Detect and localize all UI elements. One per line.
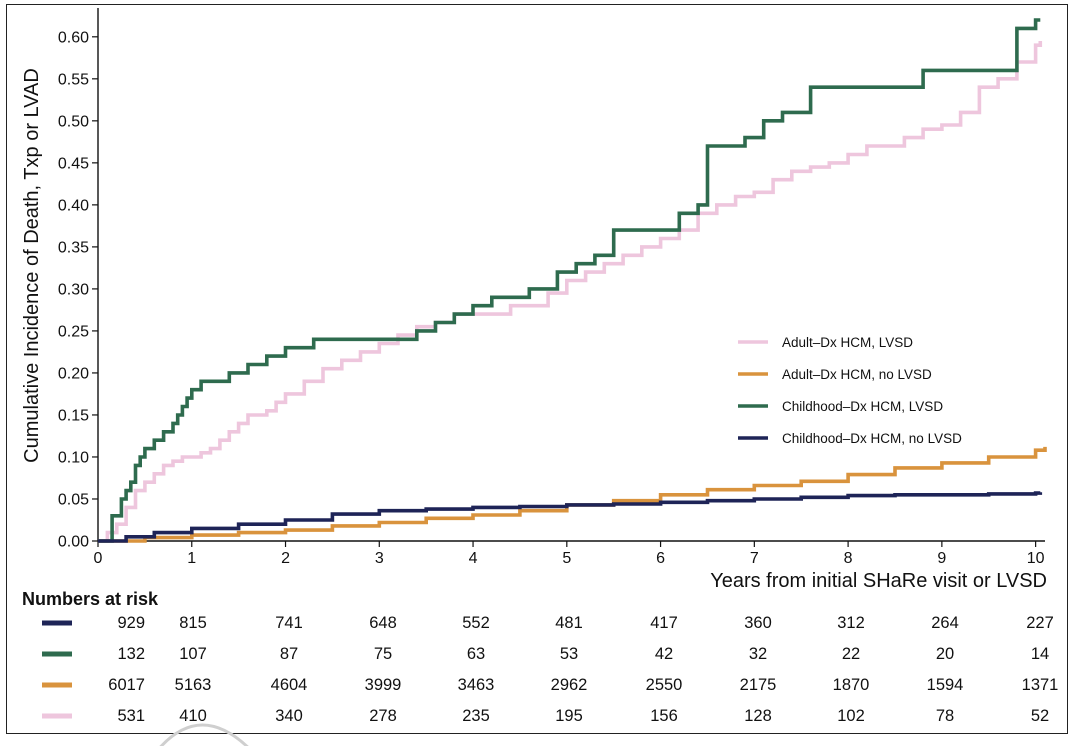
axes: 0.00 0.05 0.10 0.15 0.20 0.25 0.30 0.35 0.40 0.45… bbox=[21, 8, 1047, 592]
watermark-stroke bbox=[159, 723, 249, 746]
risk-cell: 5163 bbox=[175, 676, 212, 694]
risk-cell: 2550 bbox=[646, 676, 683, 694]
risk-cell: 227 bbox=[1026, 614, 1054, 632]
risk-cell: 102 bbox=[837, 707, 865, 725]
legend-label-3: Childhood–Dx HCM, no LVSD bbox=[782, 431, 962, 446]
risk-cell: 52 bbox=[1031, 707, 1049, 725]
risk-cell: 417 bbox=[650, 614, 678, 632]
x-tick-label: 6 bbox=[656, 550, 665, 567]
risk-cell: 481 bbox=[555, 614, 583, 632]
risk-cell: 815 bbox=[179, 614, 207, 632]
risk-cell: 2962 bbox=[551, 676, 588, 694]
risk-cell: 929 bbox=[117, 614, 145, 632]
y-tick-label: 0.25 bbox=[58, 323, 89, 340]
y-tick-label: 0.50 bbox=[58, 113, 89, 130]
risk-cell: 312 bbox=[837, 614, 865, 632]
risk-cell: 648 bbox=[369, 614, 397, 632]
risk-cell: 2175 bbox=[740, 676, 777, 694]
risk-cell: 78 bbox=[936, 707, 954, 725]
x-tick-label: 2 bbox=[281, 550, 290, 567]
risk-cell: 264 bbox=[931, 614, 959, 632]
legend-label-1: Adult–Dx HCM, no LVSD bbox=[782, 367, 932, 382]
series-line-3 bbox=[98, 491, 1043, 543]
legend: Adult–Dx HCM, LVSD Adult–Dx HCM, no LVSD C… bbox=[738, 335, 962, 446]
y-tick-label: 0.05 bbox=[58, 491, 89, 508]
x-tick-label: 0 bbox=[94, 550, 103, 567]
risk-cell: 3463 bbox=[458, 676, 495, 694]
series-lines bbox=[98, 18, 1047, 543]
y-tick-label: 0.35 bbox=[58, 239, 89, 256]
risk-cell: 32 bbox=[749, 645, 767, 663]
x-tick-label: 1 bbox=[187, 550, 196, 567]
risk-cell: 22 bbox=[842, 645, 860, 663]
risk-cell: 531 bbox=[117, 707, 145, 725]
y-tick-label: 0.15 bbox=[58, 407, 89, 424]
risk-cell: 410 bbox=[179, 707, 207, 725]
y-tick-label: 0.45 bbox=[58, 155, 89, 172]
watermark bbox=[159, 723, 249, 746]
x-tick-label: 10 bbox=[1027, 550, 1045, 567]
risk-cell: 42 bbox=[655, 645, 673, 663]
risk-cell: 3999 bbox=[365, 676, 402, 694]
series-line-2 bbox=[98, 18, 1041, 543]
risk-cell: 4604 bbox=[271, 676, 308, 694]
figure-frame bbox=[6, 4, 1068, 734]
risk-cell: 360 bbox=[744, 614, 772, 632]
risk-cell: 6017 bbox=[108, 676, 145, 694]
risk-cell: 20 bbox=[936, 645, 954, 663]
y-tick-label: 0.55 bbox=[58, 71, 89, 88]
y-tick-label: 0.10 bbox=[58, 449, 89, 466]
x-tick-label: 4 bbox=[469, 550, 478, 567]
legend-label-2: Childhood–Dx HCM, LVSD bbox=[782, 399, 943, 414]
y-tick-label: 0.30 bbox=[58, 281, 89, 298]
risk-cell: 156 bbox=[650, 707, 678, 725]
risk-cell: 107 bbox=[179, 645, 207, 663]
risk-cell: 235 bbox=[462, 707, 490, 725]
x-tick-label: 9 bbox=[937, 550, 946, 567]
risk-cell: 1870 bbox=[833, 676, 870, 694]
risk-cell: 1594 bbox=[927, 676, 964, 694]
y-tick-label: 0.00 bbox=[58, 534, 89, 551]
risk-cell: 552 bbox=[462, 614, 490, 632]
risk-cell: 63 bbox=[467, 645, 485, 663]
x-tick-label: 8 bbox=[844, 550, 853, 567]
legend-label-0: Adult–Dx HCM, LVSD bbox=[782, 335, 913, 350]
x-axis-title: Years from initial SHaRe visit or LVSD bbox=[710, 570, 1047, 592]
risk-cell: 53 bbox=[560, 645, 578, 663]
numbers-at-risk-title: Numbers at risk bbox=[22, 589, 159, 609]
x-tick-label: 3 bbox=[375, 550, 384, 567]
risk-cell: 132 bbox=[117, 645, 145, 663]
risk-cell: 278 bbox=[369, 707, 397, 725]
risk-cell: 128 bbox=[744, 707, 772, 725]
y-axis-title: Cumulative Incidence of Death, Txp or LV… bbox=[21, 68, 43, 463]
x-tick-label: 5 bbox=[562, 550, 571, 567]
y-tick-label: 0.60 bbox=[58, 29, 89, 46]
risk-cell: 87 bbox=[280, 645, 298, 663]
risk-cell: 195 bbox=[555, 707, 583, 725]
series-line-0 bbox=[98, 41, 1043, 543]
y-tick-label: 0.40 bbox=[58, 197, 89, 214]
numbers-at-risk-table: Numbers at risk 929 815 741 648 552 481 417 360 3… bbox=[22, 589, 1058, 725]
x-tick-label: 7 bbox=[750, 550, 759, 567]
risk-cell: 14 bbox=[1031, 645, 1049, 663]
y-tick-label: 0.20 bbox=[58, 365, 89, 382]
risk-cell: 741 bbox=[275, 614, 303, 632]
risk-cell: 1371 bbox=[1022, 676, 1059, 694]
risk-cell: 340 bbox=[275, 707, 303, 725]
risk-cell: 75 bbox=[374, 645, 392, 663]
